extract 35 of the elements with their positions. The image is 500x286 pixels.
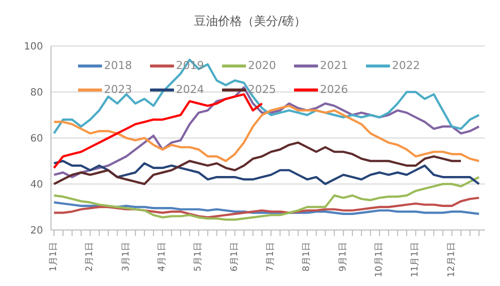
y-tick-label: 40 xyxy=(30,180,43,191)
legend-label: 2021 xyxy=(320,58,348,74)
y-tick-label: 100 xyxy=(24,42,43,53)
legend-label: 2024 xyxy=(176,82,204,98)
legend-label: 2018 xyxy=(104,58,132,74)
x-tick-label: 12月1日 xyxy=(446,242,457,278)
line-series xyxy=(52,93,264,169)
legend-label: 2023 xyxy=(104,82,132,98)
x-tick-label: 7月1日 xyxy=(266,242,276,272)
y-tick-label: 80 xyxy=(30,88,43,99)
legend-label: 2026 xyxy=(320,82,348,98)
x-tick-label: 5月1日 xyxy=(194,242,204,272)
line-series xyxy=(52,176,480,221)
y-tick-label: 60 xyxy=(30,134,43,145)
legend-label: 2020 xyxy=(248,58,276,74)
line-series xyxy=(52,196,480,218)
x-tick-label: 9月1日 xyxy=(338,242,348,272)
line-series xyxy=(52,201,480,215)
line-series xyxy=(52,104,480,162)
x-tick-label: 8月1日 xyxy=(302,242,312,272)
chart-title: 豆油价格（美分/磅） xyxy=(192,13,308,30)
y-tick-label: 20 xyxy=(30,226,43,237)
x-tick-label: 1月1日 xyxy=(49,242,59,272)
legend-label: 2022 xyxy=(392,58,420,74)
line-series xyxy=(52,142,462,186)
line-series xyxy=(52,86,480,178)
line-series xyxy=(52,58,480,134)
x-tick-label: 6月1日 xyxy=(230,242,240,272)
x-tick-label: 11月1日 xyxy=(410,242,421,278)
x-tick-label: 4月1日 xyxy=(158,242,168,272)
x-tick-label: 3月1日 xyxy=(121,242,132,272)
x-tick-label: 2月1日 xyxy=(85,242,96,272)
x-tick-label: 10月1日 xyxy=(374,242,385,278)
legend-label: 2025 xyxy=(248,82,276,98)
line-series xyxy=(52,160,480,186)
